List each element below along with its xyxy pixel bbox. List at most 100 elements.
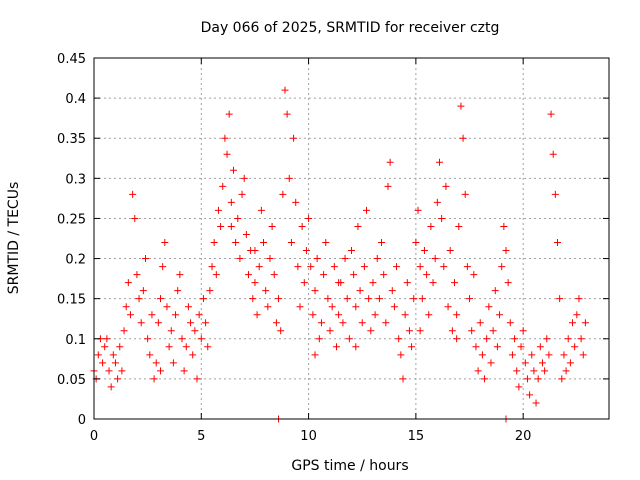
data-point [221,134,229,142]
data-point [157,367,165,375]
data-point [427,222,435,230]
data-point [453,335,461,343]
data-point [558,375,566,383]
data-point [581,319,589,327]
data-point [566,359,574,367]
data-point [251,279,259,287]
data-point [386,158,394,166]
data-point [442,182,450,190]
data-point [279,190,287,198]
data-point [146,351,154,359]
y-tick-label: 0.4 [65,92,86,107]
data-point [410,295,418,303]
data-point [202,319,210,327]
data-point [287,239,295,247]
data-point [513,367,521,375]
data-point [103,335,111,343]
data-point [238,190,246,198]
data-point [133,271,141,279]
data-point [526,391,534,399]
data-point [496,311,504,319]
data-point [358,319,366,327]
data-point [172,311,180,319]
data-point [498,263,506,271]
data-point [270,271,278,279]
data-point [532,399,540,407]
data-point [536,343,544,351]
data-point [191,327,199,335]
data-point [448,327,456,335]
data-point [144,335,152,343]
data-point [214,206,222,214]
data-point [502,247,510,255]
data-point [382,319,390,327]
data-point [227,222,235,230]
y-tick-label: 0.2 [65,253,86,268]
data-point [356,287,364,295]
data-point [234,214,242,222]
data-point [545,351,553,359]
data-point [523,375,531,383]
data-point [423,271,431,279]
data-point [227,198,235,206]
data-point [517,343,525,351]
data-point [418,295,426,303]
y-tick-label: 0.05 [57,373,86,388]
data-point [577,335,585,343]
data-point [384,182,392,190]
data-point [210,239,218,247]
data-point [324,295,332,303]
data-point [425,311,433,319]
data-point [470,271,478,279]
data-point [360,263,368,271]
x-tick-label: 15 [408,429,425,444]
data-point [478,351,486,359]
y-axis-label: SRMTID / TECUs [6,182,22,295]
data-point [277,327,285,335]
data-point [569,319,577,327]
data-point [126,311,134,319]
y-tick-label: 0.15 [57,293,86,308]
data-point [199,295,207,303]
data-point [326,327,334,335]
data-point [457,102,465,110]
data-point [399,375,407,383]
data-point [212,271,220,279]
data-point [167,327,175,335]
data-point [163,303,171,311]
x-axis-label: GPS time / hours [291,458,408,474]
data-point [573,311,581,319]
data-point [403,279,411,287]
data-point [420,247,428,255]
data-point [378,239,386,247]
data-point [575,295,583,303]
data-point [395,335,403,343]
data-point [313,255,321,263]
y-tick-label: 0.35 [57,132,86,147]
data-point [508,351,516,359]
data-point [444,303,452,311]
data-point [405,327,413,335]
data-point [485,303,493,311]
plot-frame [93,57,610,420]
data-point [511,335,519,343]
data-point [245,271,252,279]
data-point [571,343,579,351]
data-point [401,311,409,319]
data-point [315,335,323,343]
data-point [560,351,568,359]
data-point [300,279,308,287]
data-point [431,255,439,263]
data-point [487,359,495,367]
data-point [268,222,276,230]
data-point [111,359,119,367]
data-point [161,239,169,247]
data-point [296,303,304,311]
data-point [453,311,461,319]
data-point [408,343,416,351]
data-point [157,295,165,303]
data-point [206,287,214,295]
y-tick-label: 0.45 [57,52,86,67]
data-point [433,198,441,206]
